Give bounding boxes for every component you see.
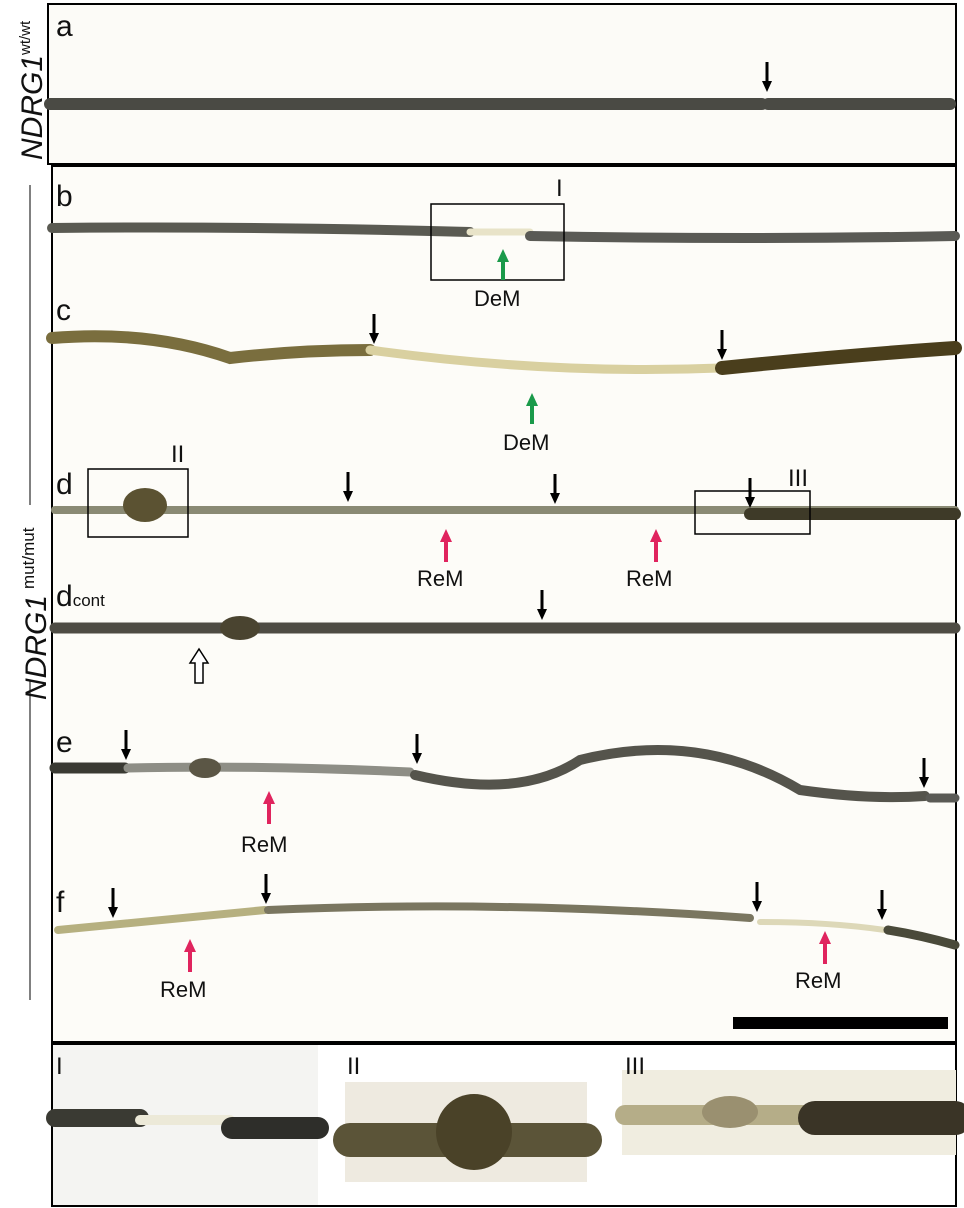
insets — [46, 1045, 964, 1205]
inset-label: II — [347, 1053, 360, 1080]
zoom-box — [87, 468, 189, 538]
fibers — [44, 98, 962, 950]
allele: wt/wt — [17, 20, 34, 56]
inset-label: I — [56, 1053, 63, 1080]
annotation: ReM — [626, 566, 672, 591]
box-label: I — [556, 175, 563, 202]
allele: mut/mut — [19, 527, 38, 589]
annotation: ReM — [241, 832, 287, 857]
box-label: III — [788, 465, 808, 492]
annotation: ReM — [795, 968, 841, 993]
panel-label: c — [56, 294, 71, 327]
zoom-box — [430, 203, 565, 281]
panel-label: f — [56, 886, 65, 919]
annotation: ReM — [417, 566, 463, 591]
genotype: NDRG1 mut/mut — [19, 527, 53, 700]
annotation: ReM — [160, 977, 206, 1002]
box-label: II — [171, 441, 184, 468]
genotype: NDRG1wt/wt — [16, 20, 49, 160]
panel-label: a — [56, 10, 73, 43]
scale-bar — [733, 1017, 948, 1029]
gene: NDRG1 — [20, 595, 53, 700]
panel-label: e — [56, 726, 73, 759]
inset-label: III — [625, 1053, 645, 1080]
panel-label: b — [56, 180, 73, 213]
annotation: DeM — [474, 286, 520, 311]
zoom-box — [694, 490, 811, 535]
subscript: cont — [73, 591, 105, 610]
annotation: DeM — [503, 430, 549, 455]
panel-frame — [47, 3, 957, 165]
panel-letter: d — [56, 580, 73, 613]
gene: NDRG1 — [16, 55, 49, 160]
panel-label: dcont — [56, 580, 105, 613]
panel-frame — [51, 165, 957, 1043]
panel-label: d — [56, 468, 73, 501]
